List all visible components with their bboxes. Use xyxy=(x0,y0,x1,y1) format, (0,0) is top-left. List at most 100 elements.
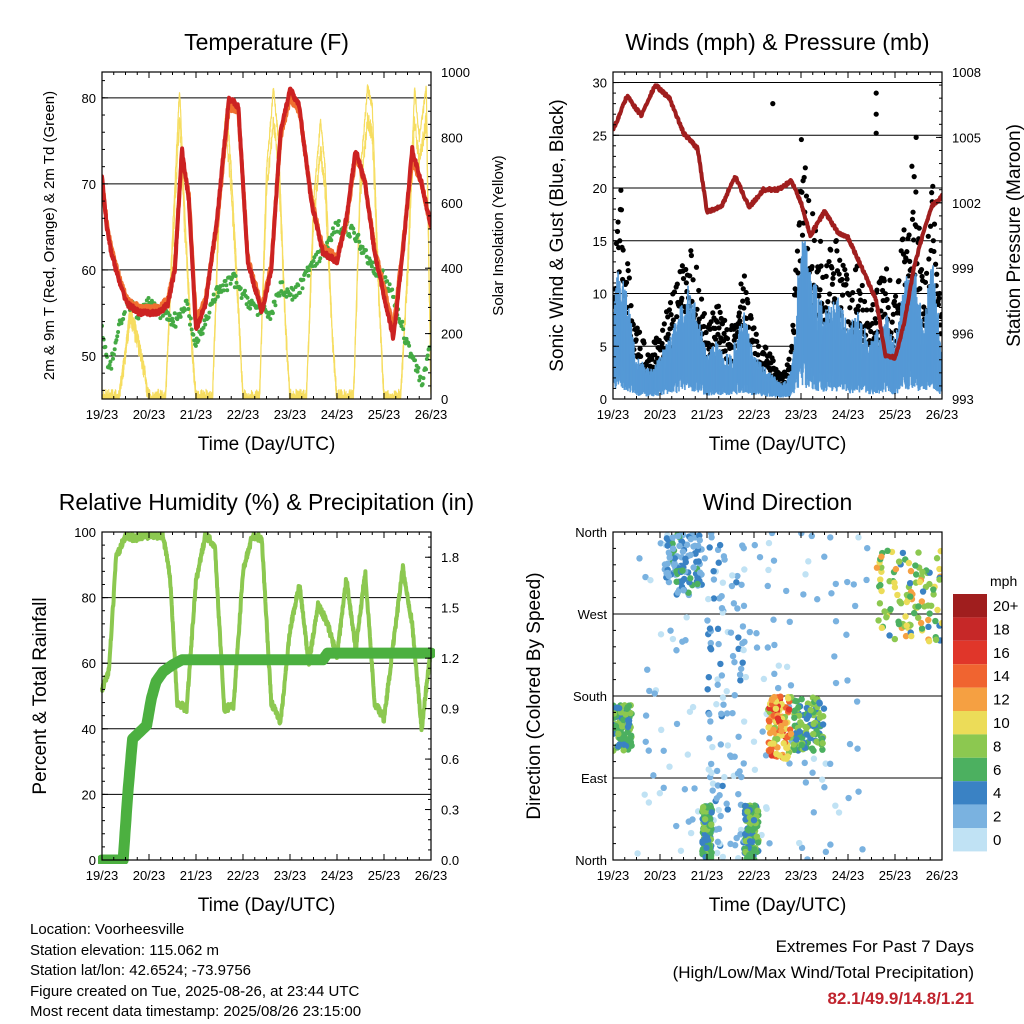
gust-point xyxy=(930,183,936,189)
gust-point xyxy=(733,334,739,340)
direction-point xyxy=(835,809,843,816)
direction-point xyxy=(728,753,735,761)
direction-point xyxy=(906,579,914,587)
gust-point xyxy=(755,352,761,358)
direction-point xyxy=(739,659,746,666)
series-group xyxy=(98,532,435,864)
xtick-label: 23/23 xyxy=(274,868,307,883)
direction-point xyxy=(843,631,850,638)
dewpoint-point xyxy=(277,293,282,298)
direction-point xyxy=(724,742,732,749)
gust-point xyxy=(740,298,746,304)
dewpoint-point xyxy=(425,353,430,358)
direction-point xyxy=(902,613,909,620)
gust-point xyxy=(890,311,896,317)
direction-point xyxy=(753,630,760,637)
direction-point xyxy=(735,634,742,641)
gust-point xyxy=(693,264,700,270)
direction-point xyxy=(751,824,759,832)
direction-point xyxy=(774,715,782,722)
elevation-text: Station elevation: 115.062 m xyxy=(30,941,220,959)
gust-point xyxy=(857,290,863,297)
direction-point xyxy=(899,549,907,557)
direction-point xyxy=(891,579,898,586)
direction-point xyxy=(917,619,925,627)
direction-point xyxy=(875,617,882,624)
direction-point xyxy=(660,784,667,792)
dewpoint-point xyxy=(291,287,296,292)
gust-point xyxy=(701,310,707,317)
ytick-right-label: 1008 xyxy=(952,65,981,80)
direction-point xyxy=(930,591,937,598)
direction-point xyxy=(827,760,834,768)
direction-point xyxy=(710,595,718,602)
gust-point xyxy=(617,238,623,244)
dewpoint-point xyxy=(413,358,418,363)
dewpoint-point xyxy=(160,313,165,318)
direction-point xyxy=(915,603,922,610)
dewpoint-point xyxy=(288,292,293,297)
dewpoint-point xyxy=(239,295,244,300)
gust-point xyxy=(802,165,808,171)
direction-point xyxy=(876,600,884,607)
gust-point xyxy=(625,261,631,267)
ytick-right-label: 996 xyxy=(952,327,974,342)
dewpoint-point xyxy=(356,232,361,237)
direction-point xyxy=(778,727,785,735)
direction-point xyxy=(723,710,731,717)
direction-point xyxy=(916,578,924,586)
dewpoint-point xyxy=(400,319,405,324)
dewpoint-point xyxy=(411,354,416,359)
direction-point xyxy=(864,544,871,552)
direction-point xyxy=(719,694,727,701)
direction-point xyxy=(828,590,835,597)
dewpoint-point xyxy=(149,298,154,303)
gust-point xyxy=(868,328,874,335)
direction-point xyxy=(673,578,680,585)
direction-point xyxy=(750,738,758,745)
dewpoint-point xyxy=(213,297,218,302)
direction-point xyxy=(774,744,781,751)
direction-point xyxy=(708,809,715,816)
chart-title: Temperature (F) xyxy=(184,29,349,55)
direction-point xyxy=(926,610,933,617)
dewpoint-point xyxy=(353,239,358,244)
gust-point xyxy=(907,258,913,264)
direction-point xyxy=(820,705,828,712)
ytick-right-label: 0.9 xyxy=(441,702,459,717)
gust-point xyxy=(837,257,843,263)
direction-point xyxy=(877,576,884,583)
dewpoint-point xyxy=(385,279,390,284)
ytick-right-label: 0.3 xyxy=(441,803,459,818)
gust-point xyxy=(715,303,722,309)
gust-point xyxy=(637,346,643,352)
xtick-label: 25/23 xyxy=(879,868,912,883)
direction-point xyxy=(738,581,745,588)
y-axis-right-label: Solar Insolation (Yellow) xyxy=(490,155,507,315)
y-axis-label: 2m & 9m T (Red, Orange) & 2m Td (Green) xyxy=(41,91,58,380)
rh-series xyxy=(100,532,433,733)
ytick-right-label: 1.2 xyxy=(441,651,459,666)
direction-point xyxy=(625,720,633,728)
dewpoint-point xyxy=(136,316,141,321)
solar-series-2 xyxy=(102,112,431,399)
direction-point xyxy=(831,653,838,660)
direction-point xyxy=(620,716,627,724)
gust-point xyxy=(883,266,890,272)
gust-point xyxy=(741,273,748,279)
dewpoint-point xyxy=(399,324,404,329)
direction-point xyxy=(707,639,715,647)
gust-point xyxy=(809,263,815,270)
direction-point xyxy=(886,578,893,585)
direction-point xyxy=(878,624,886,632)
direction-point xyxy=(796,839,803,847)
xtick-label: 20/23 xyxy=(133,407,166,422)
direction-point xyxy=(730,600,738,607)
direction-point xyxy=(783,663,791,671)
direction-point xyxy=(674,589,682,596)
dewpoint-point xyxy=(336,218,341,223)
gust-point xyxy=(745,300,751,306)
direction-point xyxy=(754,807,761,814)
gust-point xyxy=(833,238,839,244)
direction-point xyxy=(691,785,698,792)
